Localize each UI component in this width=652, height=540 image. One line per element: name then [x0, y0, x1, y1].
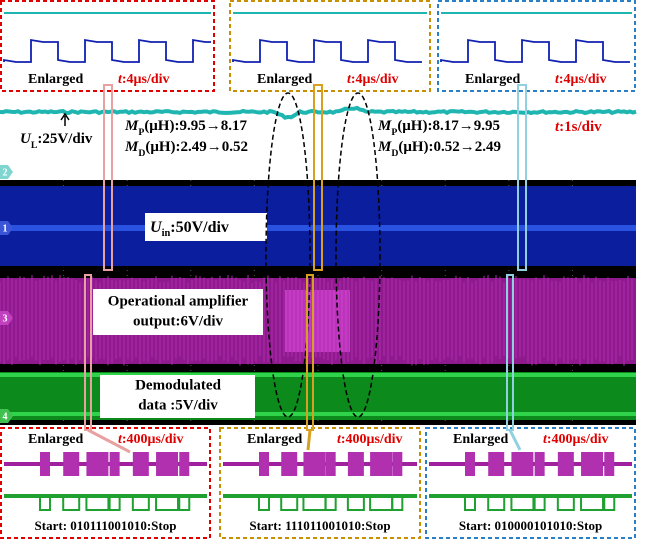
text: :400μs/div [341, 432, 403, 447]
panel-label: Enlarged [28, 432, 83, 447]
panel-burst [281, 452, 297, 476]
demod-label: data :5V/div [138, 397, 218, 413]
panel-burst [535, 452, 545, 476]
text: (μH):9.95→8.17 [144, 118, 247, 134]
channel-label: 4 [3, 411, 8, 422]
scope-upper [0, 95, 636, 180]
subscript: D [391, 148, 398, 159]
panel-burst [303, 452, 325, 476]
panel-burst [63, 452, 79, 476]
panel-burst [604, 452, 614, 476]
panel-burst [40, 452, 50, 476]
opamp-label: output:6V/div [133, 313, 224, 329]
panel-burst [488, 452, 504, 476]
channel-label: 1 [3, 223, 8, 234]
panel-burst [370, 452, 392, 476]
panel-burst [581, 452, 603, 476]
panel-burst [179, 452, 189, 476]
text: :1s/div [559, 119, 602, 135]
subscript: in [162, 228, 171, 239]
timebase-main: t:1s/div [555, 119, 602, 135]
panel-sequence: Start: 111011001010:Stop [249, 518, 390, 533]
text: (μH):8.17→9.95 [397, 118, 500, 134]
channel-label: 2 [3, 167, 8, 178]
panel-label: Enlarged [257, 72, 312, 87]
panel-burst [110, 452, 120, 476]
text: :400μs/div [122, 432, 184, 447]
symbol: M [124, 118, 139, 134]
panel-timebase: t:400μs/div [543, 432, 609, 447]
panel-burst [86, 452, 108, 476]
text: :25V/div [37, 131, 93, 147]
panel-burst [558, 452, 574, 476]
text: :4μs/div [351, 72, 399, 87]
panel-sequence: Start: 010111001010:Stop [35, 518, 177, 533]
symbol: M [124, 139, 139, 155]
panel-timebase: t:400μs/div [118, 432, 184, 447]
text: :50V/div [170, 219, 229, 236]
subscript: D [138, 148, 145, 159]
text: :400μs/div [547, 432, 609, 447]
panel-label: Enlarged [247, 432, 302, 447]
panel-label: Enlarged [453, 432, 508, 447]
panel-burst [465, 452, 475, 476]
text: (μH):0.52→2.49 [398, 139, 501, 155]
panel-burst [392, 452, 402, 476]
panel-timebase: t:4μs/div [347, 72, 399, 87]
symbol: M [377, 118, 392, 134]
panel-burst [326, 452, 336, 476]
demod-label: Demodulated [135, 377, 221, 393]
arrow [308, 430, 310, 450]
panel-timebase: t:400μs/div [337, 432, 403, 447]
text: (μH):2.49→0.52 [145, 139, 248, 155]
panel-burst [156, 452, 178, 476]
panel-timebase: t:4μs/div [555, 72, 607, 87]
panel-sequence: Start: 010000101010:Stop [459, 518, 602, 533]
symbol: M [377, 139, 392, 155]
text: :4μs/div [122, 72, 170, 87]
panel-label: Enlarged [28, 72, 83, 87]
channel-label: 3 [3, 313, 8, 324]
panel-burst [511, 452, 533, 476]
panel-timebase: t:4μs/div [118, 72, 170, 87]
panel-label: Enlarged [465, 72, 520, 87]
panel-burst [348, 452, 364, 476]
figure: 2134UL:25V/divMP(μH):9.95→8.17MD(μH):2.4… [0, 0, 652, 540]
panel-burst [133, 452, 149, 476]
opamp-label: Operational amplifier [108, 293, 249, 309]
text: :4μs/div [559, 72, 607, 87]
panel-burst [259, 452, 269, 476]
